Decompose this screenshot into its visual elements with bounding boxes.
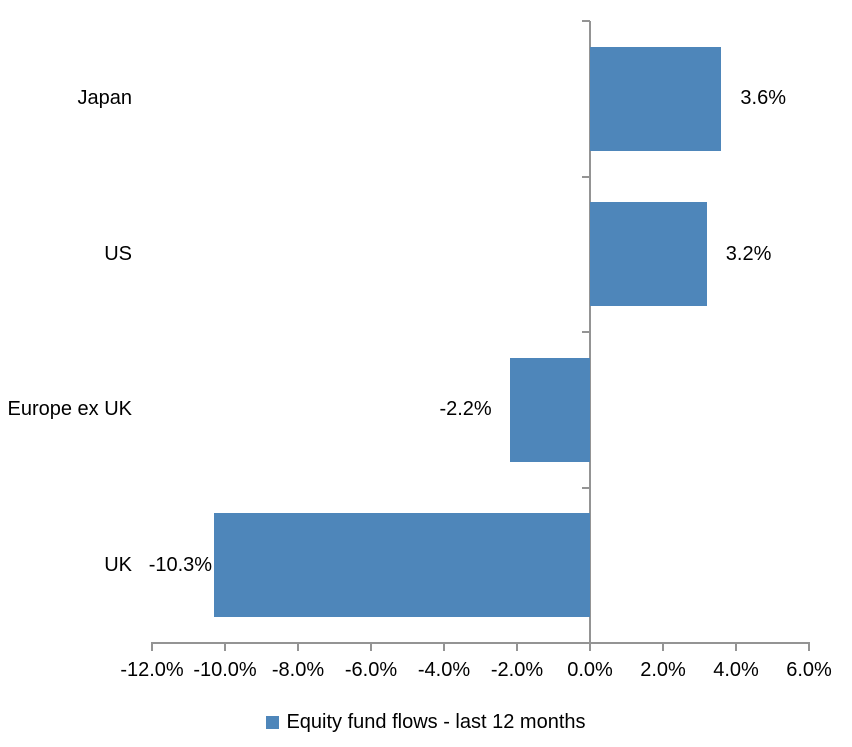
x-axis-line [151, 642, 810, 644]
data-label-uk: -10.3% [148, 553, 213, 576]
x-axis-tick-label: -8.0% [271, 659, 325, 681]
y-axis-line [589, 21, 591, 651]
category-label-japan: Japan [77, 87, 133, 110]
x-axis-tick-label: 0.0% [567, 659, 613, 681]
y-axis-tick [582, 20, 590, 22]
legend-label: Equity fund flows - last 12 months [286, 711, 586, 733]
category-label-us: US [104, 242, 132, 265]
y-axis-tick [582, 175, 590, 178]
category-label-uk: UK [104, 553, 132, 576]
x-axis-tick-label: 2.0% [640, 659, 686, 681]
x-axis-tick [662, 643, 664, 651]
x-axis-tick [443, 643, 445, 651]
x-axis-tick-label: -10.0% [193, 659, 257, 681]
legend: Equity fund flows - last 12 months [0, 711, 852, 734]
x-axis-tick [224, 643, 226, 651]
data-label-us: 3.2% [725, 242, 772, 265]
x-axis-tick [808, 643, 810, 651]
x-axis-tick [735, 643, 737, 651]
y-axis-tick [582, 331, 590, 333]
x-axis-tick [370, 643, 372, 651]
bar-japan [590, 46, 722, 151]
x-axis-tick-label: -6.0% [344, 659, 398, 681]
x-axis-tick-label: -4.0% [417, 659, 471, 681]
bar-europe-ex-uk [509, 357, 590, 462]
x-axis-tick [516, 643, 518, 651]
x-axis-tick [151, 643, 153, 651]
x-axis-tick-label: 6.0% [786, 659, 832, 681]
category-label-europe-ex-uk: Europe ex UK [7, 398, 132, 421]
data-label-japan: 3.6% [740, 87, 786, 110]
y-axis-tick [582, 642, 590, 644]
data-label-europe-ex-uk: -2.2% [439, 398, 492, 421]
x-axis-tick-label: -2.0% [490, 659, 544, 681]
legend-square-icon [266, 716, 280, 729]
bar-uk [214, 513, 590, 618]
x-axis-tick-label: -12.0% [120, 659, 184, 681]
x-axis-tick [297, 643, 299, 651]
x-axis-tick-label: 4.0% [713, 659, 759, 681]
x-axis-tick [589, 643, 591, 651]
bar-us [590, 202, 707, 307]
y-axis-tick [582, 486, 590, 489]
